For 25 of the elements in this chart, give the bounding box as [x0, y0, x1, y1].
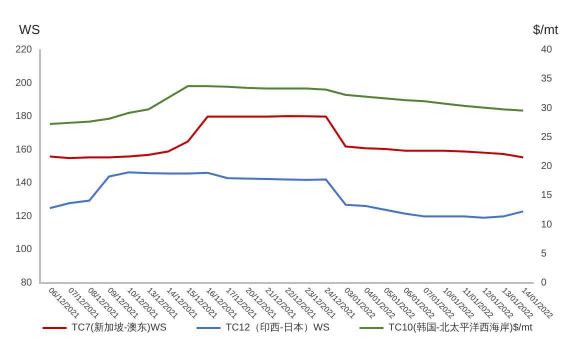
- legend-label: TC12（印西-日本）WS: [226, 322, 330, 334]
- legend-label: TC7(新加坡-澳东)WS: [72, 322, 167, 334]
- y-axis-title: WS: [19, 22, 40, 37]
- y2-tick-label: 15: [541, 190, 553, 202]
- y-tick-label: 220: [15, 44, 32, 56]
- y2-tick-label: 35: [541, 74, 553, 85]
- y2-tick-label: 5: [541, 248, 547, 260]
- y2-axis-title: $/mt: [533, 22, 559, 37]
- line-series: [48, 171, 524, 219]
- y-tick-label: 80: [20, 278, 32, 288]
- y-tick-label: 200: [15, 78, 32, 89]
- y2-tick-label: 40: [541, 44, 553, 56]
- y2-tick-label: 25: [541, 132, 553, 143]
- y2-tick-label: 10: [541, 219, 553, 230]
- y2-tick-label: 30: [541, 102, 553, 114]
- legend-label: TC10(韩国-北太平洋西海岸)$/mt: [388, 322, 533, 334]
- y-tick-label: 180: [15, 111, 32, 122]
- y-tick-label: 140: [15, 178, 32, 189]
- y2-tick-label: 0: [541, 278, 547, 288]
- line-series: [48, 115, 524, 160]
- y-tick-label: 160: [15, 144, 32, 156]
- y-tick-label: 100: [15, 244, 32, 256]
- line-series: [48, 85, 524, 125]
- y2-tick-label: 20: [541, 161, 553, 172]
- y-tick-label: 120: [15, 210, 32, 222]
